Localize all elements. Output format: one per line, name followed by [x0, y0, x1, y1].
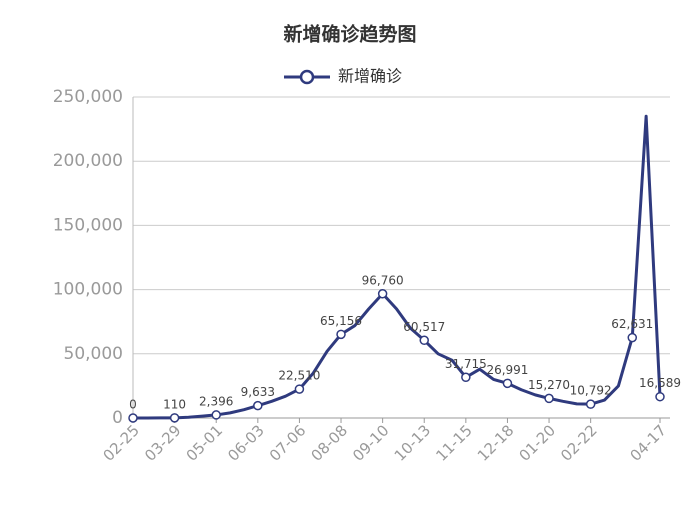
x-tick-label: 07-06 [266, 421, 310, 465]
data-label: 62,631 [611, 317, 653, 331]
data-point [461, 372, 471, 383]
x-tick-label: 05-01 [183, 421, 227, 465]
legend-label: 新增确诊 [338, 67, 402, 86]
x-tick-label: 09-10 [349, 421, 393, 465]
y-tick-label: 250,000 [53, 87, 123, 107]
data-label: 15,270 [528, 378, 570, 392]
data-point [585, 399, 596, 409]
data-point [294, 384, 305, 394]
data-label: 60,517 [403, 320, 445, 334]
data-label: 10,792 [570, 384, 612, 398]
data-label: 22,510 [278, 369, 320, 383]
data-point [544, 393, 554, 404]
data-point [253, 400, 263, 411]
data-point [502, 378, 513, 389]
data-label: 26,991 [486, 363, 528, 377]
y-tick-label: 100,000 [53, 280, 123, 300]
data-label: 16,589 [639, 376, 681, 390]
chart-title: 新增确诊趋势图 [283, 23, 416, 46]
y-tick-label: 150,000 [53, 215, 123, 235]
data-label: 31,715 [445, 357, 487, 371]
x-tick-label: 08-08 [307, 421, 351, 465]
data-point [169, 413, 180, 423]
data-label: 65,156 [320, 314, 362, 328]
data-point [128, 413, 138, 423]
data-point [419, 335, 429, 346]
legend: 新增确诊 [284, 67, 402, 86]
x-tick-label: 11-15 [432, 421, 476, 465]
data-label: 96,760 [362, 273, 404, 287]
x-tick-label: 12-18 [474, 421, 518, 465]
legend-marker [299, 69, 315, 85]
x-tick-label: 03-29 [141, 421, 185, 465]
data-label: 0 [129, 398, 137, 412]
data-label: 2,396 [199, 394, 233, 408]
data-label: 9,633 [241, 385, 275, 399]
x-tick-label: 01-20 [516, 421, 560, 465]
x-tick-label: 06-03 [224, 421, 268, 465]
data-label: 110 [163, 397, 186, 411]
data-point [655, 391, 665, 402]
y-tick-label: 200,000 [53, 151, 123, 171]
x-tick-label: 10-13 [391, 421, 435, 465]
x-tick-label: 02-22 [557, 421, 601, 465]
y-tick-label: 0 [112, 408, 123, 428]
data-point [377, 289, 388, 299]
y-tick-label: 50,000 [64, 344, 123, 364]
data-point [627, 332, 638, 343]
data-point [336, 329, 346, 340]
data-point [211, 410, 221, 420]
x-tick-label: 04-17 [626, 421, 670, 465]
